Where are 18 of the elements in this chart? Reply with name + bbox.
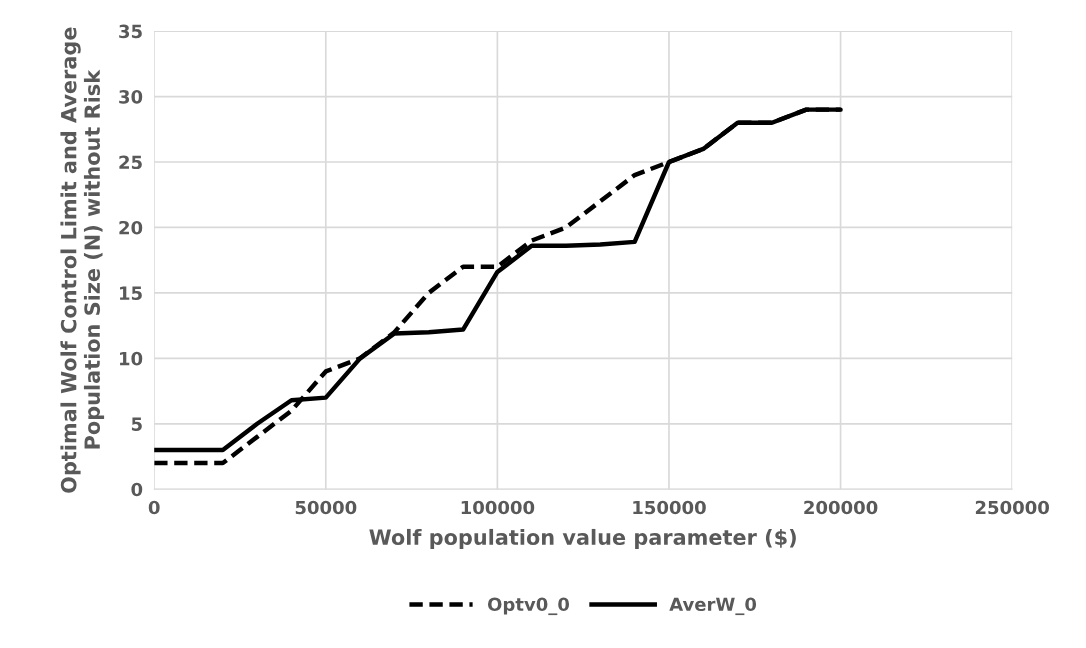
y-tick-label: 10 (120, 351, 143, 366)
x-tick-label: 200000 (804, 500, 878, 515)
x-tick-label: 0 (148, 500, 160, 515)
x-tick-label: 100000 (461, 500, 535, 515)
y-tick-label: 35 (119, 24, 142, 39)
legend-label: Optv0_0 (487, 597, 570, 616)
x-tick-label: 250000 (975, 500, 1049, 515)
y-axis-title: Optimal Wolf Control Limit and Average Population Size (N) without Risk (60, 27, 105, 493)
y-tick-label: 20 (119, 220, 143, 235)
x-axis-title: Wolf population value parameter ($) (369, 528, 796, 550)
y-tick-label: 30 (119, 90, 143, 104)
y-tick-label: 5 (131, 417, 142, 431)
y-tick-label: 0 (131, 482, 143, 497)
x-tick-label: 50000 (295, 500, 357, 515)
y-tick-label: 25 (119, 155, 142, 170)
y-tick-label: 15 (120, 286, 142, 301)
legend-label: AverW_0 (669, 597, 757, 616)
x-tick-label: 150000 (633, 500, 706, 515)
